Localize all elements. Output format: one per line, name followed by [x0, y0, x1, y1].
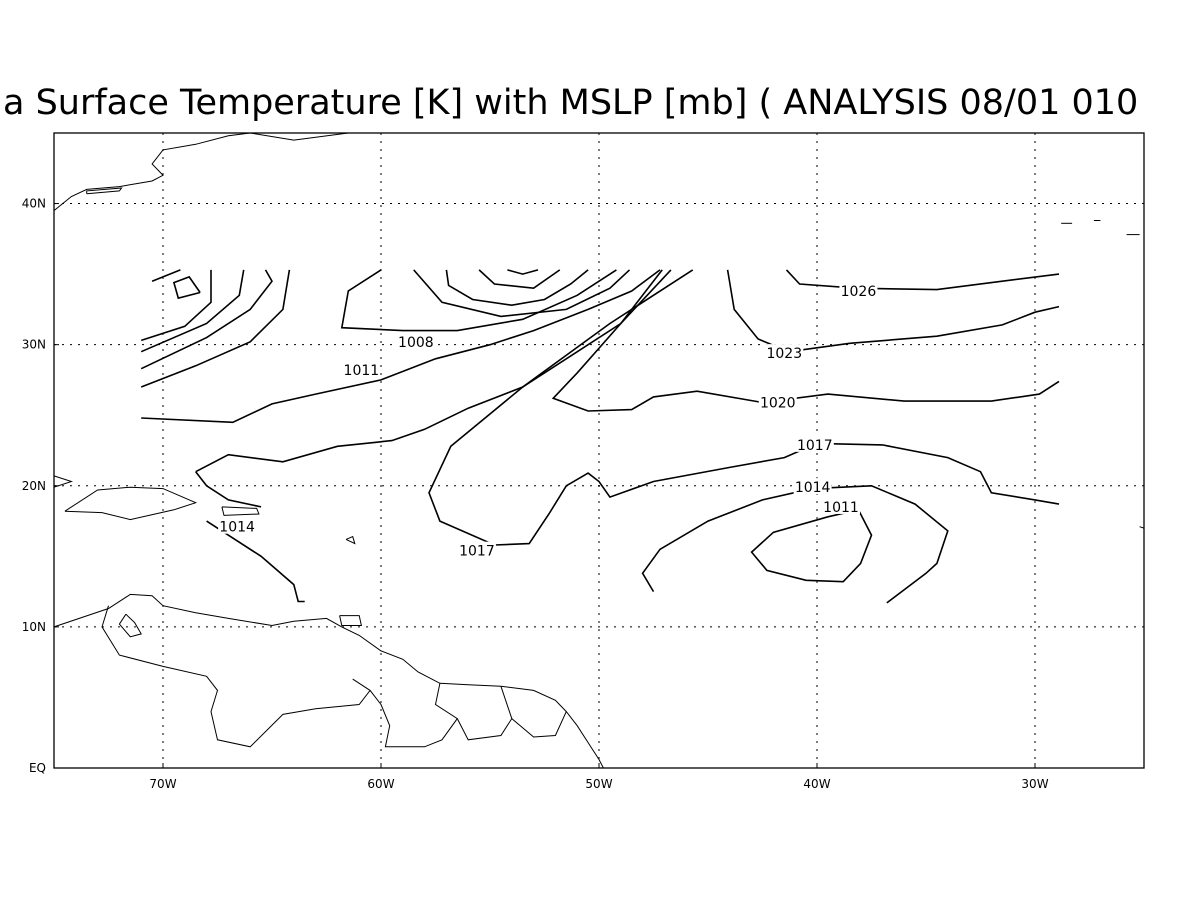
- coastline-french-guiana-border: [511, 711, 567, 738]
- y-tick-label: 30N: [22, 338, 46, 352]
- isobar-1011: [413, 269, 631, 318]
- isobar-1011: [140, 269, 245, 353]
- isobar-1011: [140, 269, 273, 370]
- isobar-1026: [785, 269, 1060, 291]
- coastline-trinidad: [339, 615, 363, 626]
- plot-frame: [53, 132, 1145, 769]
- contour-label: 1017: [459, 544, 495, 560]
- contour-label: 1017: [797, 438, 833, 454]
- contour-label-bg: [839, 282, 878, 299]
- coastline-long-island: [86, 187, 123, 195]
- x-tick-label: 30W: [1021, 777, 1048, 791]
- coastline-venezuela-brazil-border: [101, 605, 371, 748]
- isobar-1014: [195, 269, 672, 473]
- contour-label-bg: [795, 435, 834, 452]
- y-tick-label: EQ: [29, 761, 46, 775]
- contour-label: 1020: [760, 396, 796, 412]
- x-tick-label: 50W: [585, 777, 612, 791]
- contour-label-bg: [457, 541, 496, 558]
- coastline-nova-scotia: [250, 132, 349, 141]
- isobar-1017: [428, 269, 1060, 546]
- contour-label: 1023: [766, 346, 802, 362]
- coastline-lake-maracaibo: [118, 613, 142, 638]
- isobar-1023: [726, 269, 1060, 353]
- contour-label-bg: [758, 393, 797, 410]
- contour-label: 1008: [398, 335, 434, 351]
- contour-label: 1026: [841, 284, 877, 300]
- coastline-south-america: [53, 593, 604, 769]
- isobar-1008: [478, 269, 561, 290]
- grid-lines: [54, 133, 1144, 768]
- isobar-1014: [641, 484, 949, 604]
- isobar-1008: [445, 269, 589, 307]
- isobar-1014: [141, 269, 661, 424]
- x-tick-label: 70W: [149, 777, 176, 791]
- coastline-guyana-border: [369, 683, 459, 748]
- contour-label: 1014: [219, 520, 255, 536]
- map-title: a Surface Temperature [K] with MSLP [mb]…: [3, 83, 1138, 123]
- y-tick-label: 40N: [22, 197, 46, 211]
- contour-label-bg: [765, 344, 804, 361]
- contour-label: 1014: [795, 480, 831, 496]
- contour-label: 1011: [344, 363, 380, 379]
- contour-label-bg: [396, 332, 435, 349]
- mslp-contours: [140, 269, 1060, 604]
- contour-label: 1011: [823, 500, 859, 516]
- contour-label-bg: [821, 497, 860, 514]
- y-tick-label: 20N: [22, 479, 46, 493]
- x-tick-label: 60W: [367, 777, 394, 791]
- axis-ticks: 70W 60W 50W 40W 30W EQ 10N 20N 30N 40N: [22, 197, 1049, 791]
- isobar-1011: [140, 269, 291, 388]
- coastline-new-england: [53, 132, 251, 211]
- coastlines: [53, 132, 1145, 769]
- contour-labels: 1026 1023 1020 1017 1014 1011 1017 1014 1011 1008: [218, 282, 878, 560]
- isobar-1008: [172, 275, 201, 300]
- coastline-hispaniola: [64, 486, 198, 521]
- isobar-1011: [340, 269, 617, 332]
- contour-label-bg: [218, 517, 257, 534]
- contour-label-bg: [342, 361, 381, 378]
- coastline-lesser-antilles: [345, 535, 356, 545]
- coastline-cuba-east: [53, 475, 74, 488]
- coastline-cape-verde: [1139, 526, 1145, 529]
- x-tick-label: 40W: [803, 777, 830, 791]
- isobar-1020: [551, 269, 1060, 412]
- isobar-1008: [507, 269, 539, 275]
- coastline-puerto-rico: [221, 506, 260, 516]
- coastline-suriname-border: [456, 686, 513, 741]
- isobar-1014: [195, 471, 262, 508]
- isobar-1011: [750, 509, 873, 583]
- contour-label-bg: [793, 478, 832, 495]
- isobar-1011: [140, 269, 212, 342]
- isobar-1011: [151, 269, 181, 282]
- y-tick-label: 10N: [22, 620, 46, 634]
